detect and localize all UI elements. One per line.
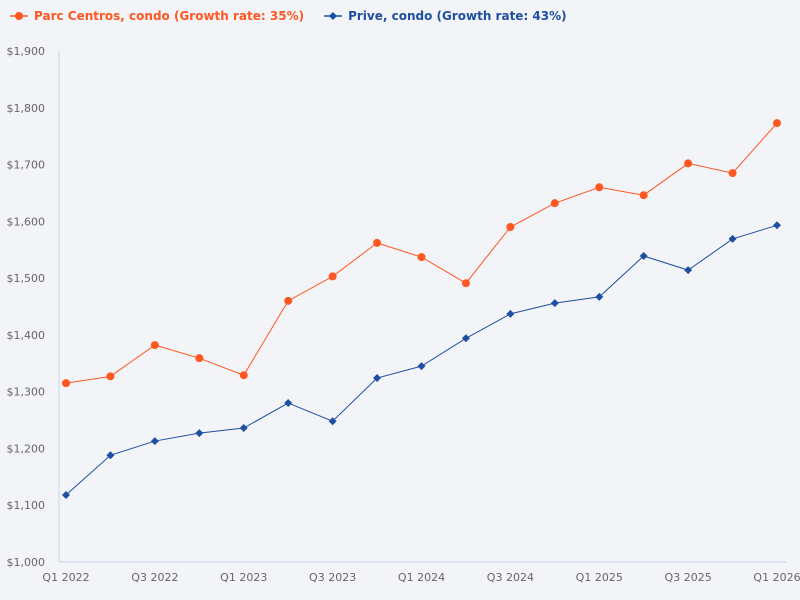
data-point xyxy=(417,362,426,371)
data-point xyxy=(106,451,115,460)
data-point xyxy=(195,429,204,438)
data-point xyxy=(239,371,248,380)
data-point xyxy=(550,199,559,208)
data-point xyxy=(106,372,115,381)
y-tick-label: $1,500 xyxy=(7,272,46,285)
x-tick-label: Q3 2025 xyxy=(665,571,712,584)
x-tick-label: Q1 2024 xyxy=(398,571,445,584)
y-tick-label: $1,400 xyxy=(7,329,46,342)
x-tick-label: Q3 2024 xyxy=(487,571,534,584)
data-point xyxy=(62,379,70,388)
y-tick-label: $1,000 xyxy=(7,556,46,569)
data-point xyxy=(461,279,470,288)
data-point xyxy=(773,119,781,128)
diamond-marker-icon xyxy=(324,12,343,20)
data-point xyxy=(728,234,737,243)
y-tick-label: $1,700 xyxy=(7,159,46,172)
x-tick-label: Q3 2022 xyxy=(131,571,178,584)
y-tick-label: $1,300 xyxy=(7,386,46,399)
legend-label: Parc Centros, condo (Growth rate: 35%) xyxy=(34,9,305,23)
legend: Parc Centros, condo (Growth rate: 35%) P… xyxy=(10,9,567,23)
data-point xyxy=(62,491,70,500)
data-point xyxy=(595,183,604,192)
data-point xyxy=(373,374,382,383)
x-tick-label: Q3 2023 xyxy=(309,571,356,584)
data-point xyxy=(417,253,426,262)
y-tick-label: $1,200 xyxy=(7,442,46,455)
data-point xyxy=(461,334,470,343)
data-point xyxy=(195,354,204,363)
data-point xyxy=(595,292,604,301)
data-point xyxy=(639,191,648,200)
data-point xyxy=(684,159,693,168)
data-point xyxy=(373,238,382,247)
x-tick-label: Q1 2025 xyxy=(576,571,623,584)
data-point xyxy=(506,309,515,318)
data-point xyxy=(550,299,559,308)
data-point xyxy=(639,251,648,260)
data-point xyxy=(728,169,737,178)
data-point xyxy=(284,296,293,305)
series-0 xyxy=(62,119,781,388)
legend-label: Prive, condo (Growth rate: 43%) xyxy=(348,9,567,23)
y-tick-label: $1,800 xyxy=(7,102,46,115)
legend-item-prive[interactable]: Prive, condo (Growth rate: 43%) xyxy=(324,9,567,23)
data-point xyxy=(328,417,337,426)
data-point xyxy=(284,399,293,408)
series-1 xyxy=(62,221,781,500)
y-tick-label: $1,900 xyxy=(7,45,46,58)
data-point xyxy=(328,272,337,281)
data-point xyxy=(773,221,781,230)
y-tick-label: $1,100 xyxy=(7,499,46,512)
circle-marker-icon xyxy=(10,12,28,20)
legend-item-parc-centros[interactable]: Parc Centros, condo (Growth rate: 35%) xyxy=(10,9,304,23)
data-point xyxy=(150,341,159,350)
series-line xyxy=(65,224,778,496)
x-tick-label: Q1 2026 xyxy=(753,571,800,584)
y-tick-label: $1,600 xyxy=(7,215,46,228)
x-tick-label: Q1 2023 xyxy=(220,571,267,584)
data-point xyxy=(506,223,515,232)
data-point xyxy=(684,266,693,275)
data-point xyxy=(150,437,159,446)
data-point xyxy=(239,424,248,433)
x-tick-label: Q1 2022 xyxy=(42,571,89,584)
